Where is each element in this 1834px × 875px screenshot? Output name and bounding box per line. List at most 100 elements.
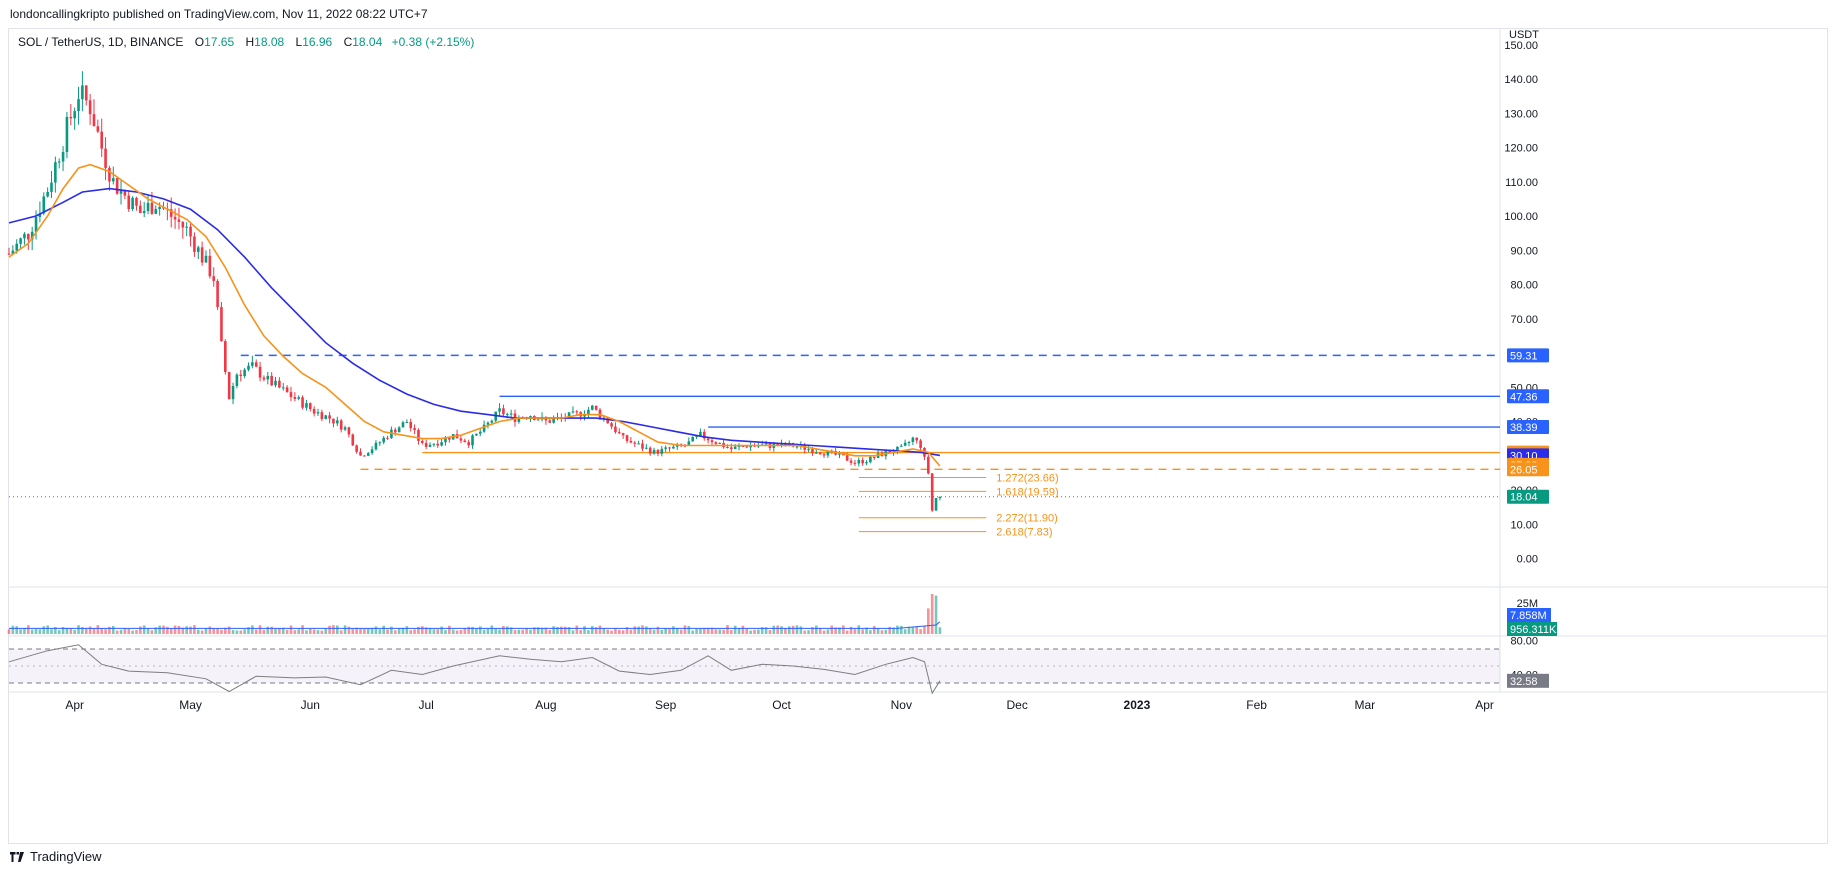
- candle-body: [301, 397, 304, 408]
- candle-body: [38, 213, 42, 217]
- candle-body: [478, 431, 482, 434]
- volume-last-badge-bg: [1507, 622, 1557, 636]
- price-badge-text: 38.39: [1510, 422, 1538, 434]
- candle-body: [807, 449, 810, 451]
- volume-ma-badge-text: 7.858M: [1510, 610, 1547, 622]
- price-badge-bg: [1507, 420, 1549, 435]
- volume-bar: [332, 625, 335, 634]
- volume-bar: [196, 629, 200, 634]
- symbol-label[interactable]: SOL / TetherUS, 1D, BINANCE: [18, 35, 184, 49]
- candle-body: [471, 435, 474, 446]
- candle-body: [328, 415, 331, 419]
- volume-bar: [475, 628, 478, 634]
- volume-bar: [776, 625, 779, 634]
- y-tick-label: 100.00: [1504, 211, 1538, 223]
- candle-body: [517, 417, 521, 422]
- x-tick-label: Jul: [418, 698, 433, 712]
- volume-bar: [571, 630, 575, 634]
- volume-ma-badge-bg: [1507, 608, 1551, 622]
- volume-bar: [421, 626, 424, 634]
- x-tick-label: May: [179, 698, 202, 712]
- candle-body: [204, 255, 208, 263]
- candle-body: [54, 162, 57, 183]
- candle-body: [459, 438, 463, 441]
- candle-body: [34, 216, 38, 232]
- volume-bar: [336, 625, 339, 634]
- candle-body: [741, 445, 745, 447]
- volume-bar: [108, 626, 111, 634]
- candle-body: [355, 445, 358, 452]
- candle-body: [15, 243, 19, 251]
- volume-bar: [451, 629, 455, 634]
- footer-brand[interactable]: TradingView: [10, 849, 102, 864]
- x-tick-label: Sep: [655, 698, 677, 712]
- volume-bar: [204, 628, 208, 634]
- rsi-current-badge: 32.58: [1507, 673, 1549, 688]
- volume-bar: [664, 628, 667, 634]
- candle-body: [467, 442, 470, 446]
- candle-body: [745, 446, 749, 448]
- volume-bar: [359, 628, 362, 634]
- candle-body: [258, 366, 262, 378]
- candle-body: [297, 397, 301, 399]
- candle-body: [281, 387, 285, 389]
- volume-bar: [235, 630, 239, 634]
- price-badge-bg: [1507, 462, 1549, 477]
- candle-body: [401, 422, 405, 428]
- candle-body: [498, 408, 501, 412]
- x-tick-label: Apr: [1475, 698, 1494, 712]
- volume-bar: [679, 629, 683, 634]
- volume-bar: [417, 626, 420, 634]
- volume-bar: [648, 628, 652, 634]
- volume-bar: [540, 627, 544, 634]
- candle-body: [706, 438, 710, 441]
- volume-bar: [903, 629, 907, 634]
- volume-bar: [397, 628, 401, 634]
- candle-body: [919, 440, 922, 448]
- volume-bar: [668, 629, 671, 634]
- candle-body: [173, 216, 177, 220]
- x-tick-label: Mar: [1354, 698, 1375, 712]
- volume-bar: [787, 626, 791, 634]
- volume-bar: [239, 630, 243, 634]
- volume-bar: [521, 629, 525, 634]
- rsi-current-badge-bg: [1507, 673, 1549, 688]
- volume-bar: [633, 626, 637, 634]
- volume-bar: [706, 627, 710, 634]
- volume-bar: [702, 627, 706, 634]
- volume-bar: [111, 625, 115, 634]
- candle-body: [220, 307, 223, 342]
- candle-body: [382, 437, 385, 443]
- volume-bar: [830, 625, 834, 634]
- volume-bar: [154, 627, 158, 634]
- volume-bar: [308, 628, 312, 634]
- volume-bar: [297, 629, 301, 634]
- candle-body: [119, 190, 123, 194]
- candle-body: [424, 442, 428, 447]
- candle-body: [602, 417, 606, 419]
- volume-bar: [656, 626, 660, 634]
- volume-bar: [57, 630, 61, 634]
- volume-bar: [726, 625, 729, 634]
- volume-bar: [139, 626, 142, 634]
- candle-body: [815, 452, 818, 454]
- candle-body: [146, 202, 150, 212]
- candle-body: [374, 442, 378, 450]
- publish-info: londoncallingkripto published on Trading…: [10, 7, 428, 21]
- candle-body: [896, 446, 899, 453]
- volume-bar: [857, 625, 861, 634]
- candle-body: [61, 151, 65, 162]
- candle-body: [224, 341, 227, 373]
- candle-body: [861, 459, 864, 464]
- candle-body: [251, 362, 254, 366]
- candle-body: [347, 427, 351, 435]
- candle-body: [393, 429, 397, 433]
- candle-body: [795, 446, 799, 448]
- rsi-line: [8, 644, 941, 695]
- volume-ma-line: [9, 621, 941, 629]
- volume-bar: [811, 627, 814, 634]
- volume-bar: [687, 625, 691, 634]
- volume-last-badge: 956.311K: [1507, 622, 1557, 636]
- volume-bar: [7, 629, 11, 634]
